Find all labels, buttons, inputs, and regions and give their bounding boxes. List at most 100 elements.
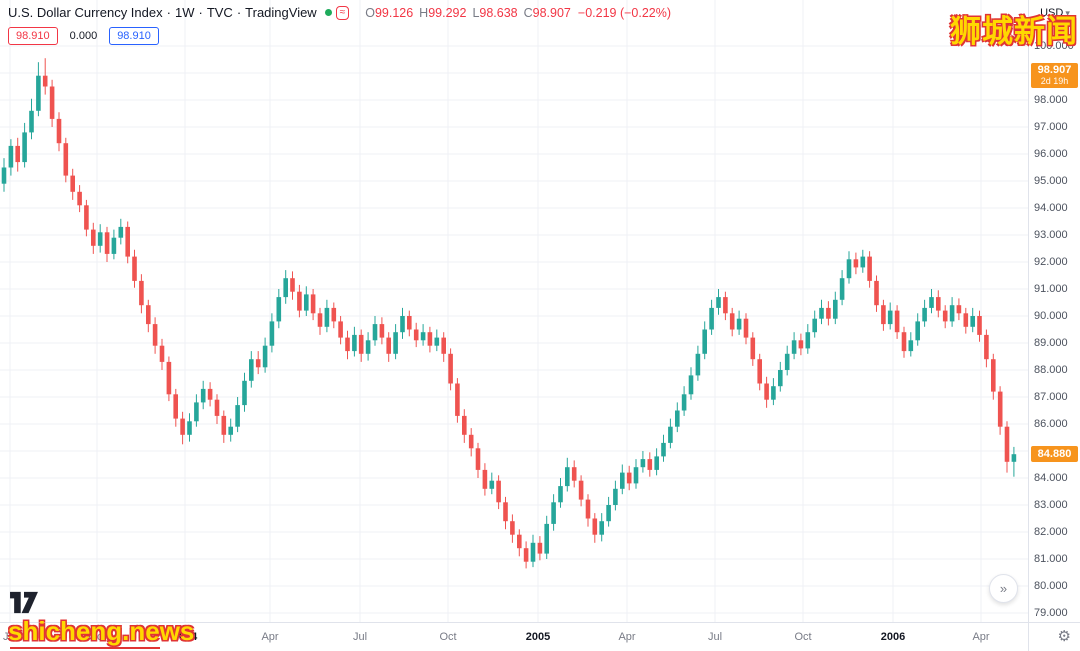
candle[interactable]	[874, 275, 879, 312]
candle[interactable]	[8, 139, 14, 176]
candle[interactable]	[310, 289, 316, 321]
candle[interactable]	[262, 337, 268, 373]
candle[interactable]	[626, 465, 632, 491]
candle[interactable]	[91, 222, 96, 254]
candle[interactable]	[503, 496, 508, 530]
candle[interactable]	[729, 307, 735, 337]
candle[interactable]	[936, 290, 941, 318]
candle[interactable]	[489, 472, 495, 495]
candle[interactable]	[235, 397, 240, 433]
candle[interactable]	[894, 305, 900, 339]
candle[interactable]	[530, 534, 536, 568]
candle[interactable]	[647, 452, 653, 477]
candle[interactable]	[194, 394, 199, 427]
candle[interactable]	[249, 351, 254, 388]
candle[interactable]	[180, 411, 185, 445]
candle[interactable]	[908, 332, 914, 357]
candle[interactable]	[139, 274, 144, 314]
candle[interactable]	[833, 291, 838, 325]
candle[interactable]	[784, 345, 790, 376]
candle[interactable]	[757, 353, 762, 391]
candle[interactable]	[702, 321, 707, 360]
candle[interactable]	[942, 305, 948, 329]
candle[interactable]	[475, 442, 481, 478]
candle[interactable]	[269, 313, 275, 353]
currency-dropdown[interactable]: USD ▾	[1029, 7, 1080, 19]
candle[interactable]	[468, 428, 474, 457]
candle[interactable]	[386, 332, 391, 362]
candle[interactable]	[798, 333, 804, 356]
price-level-badge-red[interactable]: 98.910	[8, 27, 58, 45]
candle[interactable]	[675, 402, 680, 433]
candle[interactable]	[709, 299, 714, 335]
candle[interactable]	[997, 386, 1003, 435]
candle[interactable]	[345, 330, 350, 360]
candle[interactable]	[125, 221, 130, 264]
candle[interactable]	[558, 478, 563, 508]
candle[interactable]	[929, 289, 934, 314]
candle[interactable]	[290, 271, 295, 300]
candle[interactable]	[207, 382, 213, 407]
candle[interactable]	[887, 302, 893, 330]
candle[interactable]	[400, 307, 405, 339]
candle[interactable]	[84, 199, 89, 237]
candle[interactable]	[956, 298, 962, 321]
candle[interactable]	[15, 137, 20, 172]
candle[interactable]	[413, 322, 419, 348]
candle[interactable]	[860, 249, 866, 273]
wave-toggle-icon[interactable]: ≈	[335, 5, 350, 20]
candle[interactable]	[187, 413, 192, 442]
interval-label[interactable]: 1W	[174, 5, 195, 20]
candle[interactable]	[750, 332, 756, 366]
candle[interactable]	[482, 463, 488, 496]
candle[interactable]	[221, 410, 227, 443]
candle[interactable]	[523, 541, 529, 569]
candle[interactable]	[434, 329, 440, 352]
candle[interactable]	[949, 297, 955, 327]
candle[interactable]	[372, 316, 378, 346]
candle[interactable]	[22, 122, 27, 168]
candle[interactable]	[462, 409, 467, 443]
candle[interactable]	[448, 348, 453, 391]
candle[interactable]	[104, 226, 110, 262]
candle[interactable]	[901, 326, 907, 358]
candle[interactable]	[613, 480, 618, 511]
candle[interactable]	[585, 494, 591, 527]
candle[interactable]	[826, 301, 831, 326]
candle[interactable]	[716, 289, 721, 315]
candle[interactable]	[42, 58, 48, 95]
candle[interactable]	[695, 345, 701, 381]
candle[interactable]	[819, 299, 824, 325]
candle[interactable]	[578, 475, 584, 507]
candle[interactable]	[551, 494, 556, 531]
candle[interactable]	[661, 434, 666, 462]
candlestick-chart[interactable]	[0, 0, 1028, 622]
scroll-to-recent-button[interactable]: »	[989, 574, 1018, 603]
candle[interactable]	[633, 459, 639, 489]
candle[interactable]	[778, 361, 783, 392]
candle[interactable]	[991, 353, 996, 400]
candle[interactable]	[922, 299, 927, 327]
time-axis[interactable]: Jul Oct 2004 Apr Jul Oct 2005 Apr Jul Oct 2006 Apr	[0, 622, 1028, 651]
candle[interactable]	[743, 313, 749, 345]
price-level-badge-blue[interactable]: 98.910	[109, 27, 159, 45]
candle[interactable]	[846, 251, 852, 284]
candle[interactable]	[324, 299, 330, 333]
candle[interactable]	[606, 496, 611, 527]
candle[interactable]	[152, 317, 158, 354]
candle[interactable]	[517, 529, 522, 557]
candle[interactable]	[723, 291, 728, 321]
candle[interactable]	[77, 185, 82, 213]
candle[interactable]	[111, 229, 117, 260]
candle[interactable]	[97, 224, 103, 253]
candle[interactable]	[36, 62, 41, 117]
candle[interactable]	[441, 332, 446, 362]
candle[interactable]	[304, 286, 309, 316]
candle[interactable]	[640, 451, 646, 473]
candle[interactable]	[455, 378, 460, 423]
candle[interactable]	[805, 324, 811, 354]
candle[interactable]	[159, 338, 165, 370]
candle[interactable]	[407, 310, 412, 337]
candle[interactable]	[537, 536, 543, 561]
candle[interactable]	[867, 251, 872, 288]
